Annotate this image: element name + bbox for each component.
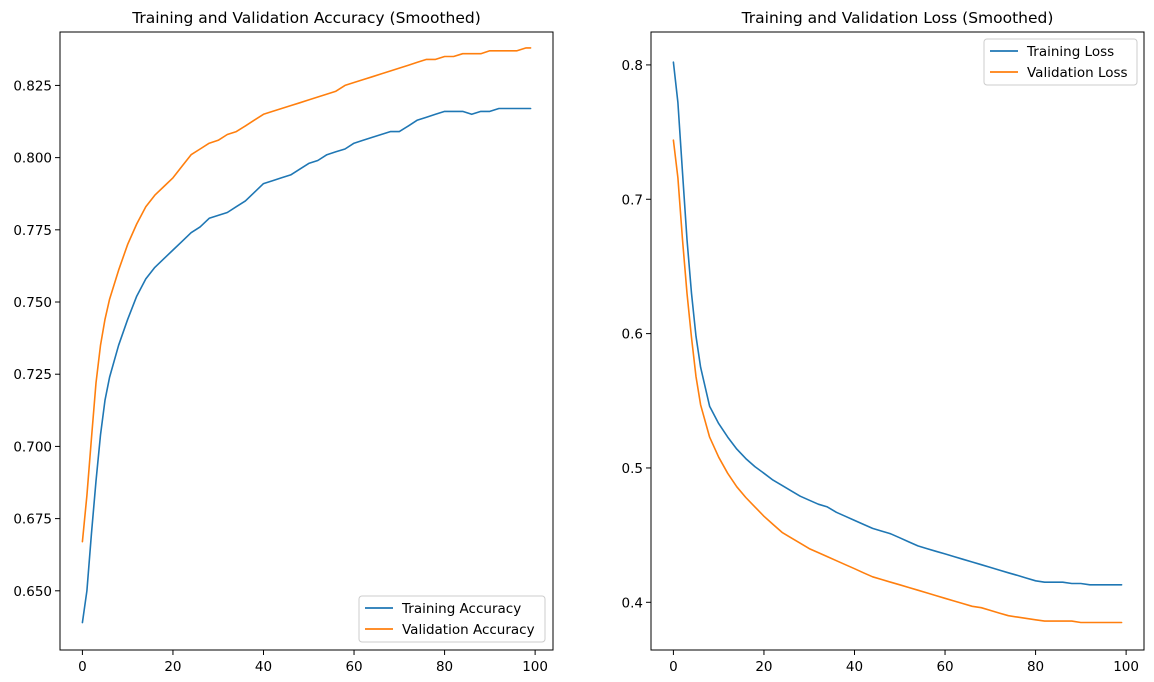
accuracy-x-tick-label: 0	[78, 659, 87, 675]
loss-x-tick-label: 80	[1027, 659, 1044, 675]
accuracy-chart: Training and Validation Accuracy (Smooth…	[13, 9, 554, 675]
accuracy-legend-box	[358, 595, 546, 643]
accuracy-legend: Training Accuracy Validation Accuracy	[358, 595, 546, 643]
loss-y-tick-label: 0.7	[622, 192, 643, 208]
accuracy-y-tick-label: 0.650	[13, 584, 52, 600]
accuracy-x-tick-label: 80	[436, 659, 453, 675]
loss-x-tick-label: 60	[936, 659, 953, 675]
loss-legend-label: Validation Loss	[1027, 65, 1128, 81]
accuracy-y-tick-label: 0.750	[13, 295, 52, 311]
loss-legend-box	[983, 38, 1138, 86]
loss-y-tick-label: 0.6	[622, 327, 643, 343]
loss-x-tick-label: 0	[669, 659, 678, 675]
loss-y-tick-label: 0.5	[622, 461, 643, 477]
accuracy-y-tick-label: 0.675	[13, 512, 52, 528]
accuracy-y-tick-label: 0.825	[13, 78, 52, 94]
loss-x-tick-label: 100	[1113, 659, 1139, 675]
loss-plot-frame	[650, 31, 1145, 651]
loss-x-tick-label: 20	[755, 659, 772, 675]
accuracy-y-tick-label: 0.800	[13, 151, 52, 167]
accuracy-legend-label: Training Accuracy	[401, 601, 521, 617]
loss-series-line	[672, 139, 1123, 624]
accuracy-series-line	[81, 107, 532, 624]
accuracy-y-tick-label: 0.700	[13, 439, 52, 455]
accuracy-y-tick-label: 0.725	[13, 367, 52, 383]
accuracy-legend-label: Validation Accuracy	[402, 622, 535, 638]
accuracy-x-tick-label: 60	[345, 659, 362, 675]
loss-chart: Training and Validation Loss (Smoothed) 0…	[622, 9, 1145, 675]
accuracy-x-tick-label: 40	[255, 659, 272, 675]
accuracy-y-tick-label: 0.775	[13, 223, 52, 239]
loss-x-tick-label: 40	[846, 659, 863, 675]
accuracy-series-line	[81, 47, 532, 543]
accuracy-plot-frame	[59, 31, 554, 651]
accuracy-x-tick-label: 100	[522, 659, 548, 675]
loss-legend-label: Training Loss	[1026, 44, 1114, 60]
accuracy-chart-title: Training and Validation Accuracy (Smooth…	[131, 9, 481, 27]
loss-series-line	[672, 61, 1123, 586]
loss-legend: Training Loss Validation Loss	[983, 38, 1138, 86]
accuracy-x-tick-label: 20	[164, 659, 181, 675]
loss-y-tick-label: 0.8	[622, 58, 643, 74]
loss-chart-title: Training and Validation Loss (Smoothed)	[741, 9, 1054, 27]
loss-y-tick-label: 0.4	[622, 595, 643, 611]
